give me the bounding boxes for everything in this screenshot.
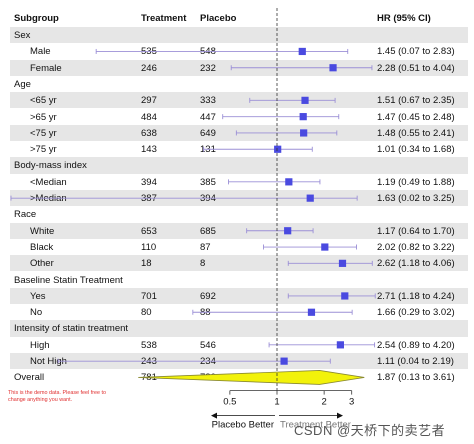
subgroup-label: No <box>30 307 43 319</box>
subgroup-label: >65 yr <box>30 111 57 123</box>
hr-point <box>298 47 306 56</box>
treatment-count: 484 <box>141 111 157 123</box>
hr-point <box>336 341 344 349</box>
row-band <box>10 92 468 109</box>
row-band <box>10 27 468 44</box>
subgroup-label: Black <box>30 241 54 253</box>
group-label: Sex <box>14 30 31 41</box>
hr-ci-text: 1.48 (0.55 to 2.41) <box>377 127 455 139</box>
treatment-count: 80 <box>141 307 152 319</box>
hr-point <box>307 308 316 316</box>
arrow-right-head <box>337 412 343 419</box>
subgroup-label: >75 yr <box>30 144 57 156</box>
hr-point <box>284 227 292 235</box>
demo-note: This is the demo data. Please feel free … <box>8 390 106 403</box>
row-band <box>10 222 468 239</box>
hr-ci-text: 2.62 (1.18 to 4.06) <box>377 258 455 270</box>
placebo-count: 447 <box>200 111 216 123</box>
hr-ci-text: 2.71 (1.18 to 4.24) <box>377 290 455 302</box>
hr-ci-text: 1.45 (0.07 to 2.83) <box>377 46 455 58</box>
hr-point <box>280 357 288 365</box>
row-band <box>10 320 468 337</box>
row-band <box>10 287 468 305</box>
hr-point <box>301 96 309 104</box>
hr-ci-text: 1.01 (0.34 to 1.68) <box>377 144 455 156</box>
subgroup-label: Not High <box>30 356 67 367</box>
overall-diamond <box>138 370 365 385</box>
treatment-count: 143 <box>141 144 157 156</box>
group-label: Intensity of statin treatment <box>14 323 129 335</box>
hr-point <box>274 145 282 153</box>
arrow-left-head <box>211 412 217 419</box>
group-label: Race <box>14 209 37 221</box>
header-treatment: Treatment <box>141 13 187 24</box>
subgroup-label: Male <box>30 46 51 58</box>
header-subgroup: Subgroup <box>14 13 59 24</box>
placebo-count: 649 <box>200 127 216 139</box>
row-band <box>10 255 468 272</box>
hr-ci-text: 1.17 (0.64 to 1.70) <box>377 225 455 237</box>
hr-point <box>329 64 337 72</box>
x-tick-label: 1 <box>274 397 279 408</box>
hr-ci-text: 1.63 (0.02 to 3.25) <box>377 193 455 204</box>
treatment-count: 18 <box>141 258 152 270</box>
subgroup-label: High <box>30 339 50 351</box>
treatment-count: 538 <box>141 339 157 351</box>
subgroup-label: <Median <box>30 176 67 188</box>
placebo-count: 385 <box>200 176 216 188</box>
hr-point <box>300 129 308 137</box>
hr-ci-text: 1.47 (0.45 to 2.48) <box>377 111 455 123</box>
treatment-count: 246 <box>141 62 157 74</box>
arrow-right-label: Treatment Better <box>280 420 351 431</box>
arrow-left-label: Placebo Better <box>212 420 274 431</box>
subgroup-label: Female <box>30 62 62 74</box>
watermark: CSDN @天桥下的卖艺者 <box>294 423 446 438</box>
group-label: Baseline Statin Treatment <box>14 274 123 286</box>
treatment-count: 701 <box>141 290 157 302</box>
hr-ci-text: 2.28 (0.51 to 4.04) <box>377 62 455 74</box>
x-tick-label: 2 <box>321 397 326 408</box>
treatment-count: 394 <box>141 176 157 188</box>
placebo-count: 8 <box>200 258 206 270</box>
treatment-count: 653 <box>141 225 157 237</box>
subgroup-label: Other <box>30 258 54 270</box>
x-tick-label: 0.5 <box>223 397 236 408</box>
placebo-count: 87 <box>200 241 211 253</box>
treatment-count: 638 <box>141 127 157 139</box>
overall-label: Overall <box>14 372 45 384</box>
subgroup-label: <65 yr <box>30 95 57 107</box>
subgroup-label: White <box>30 225 55 237</box>
placebo-count: 692 <box>200 290 216 302</box>
subgroup-label: <75 yr <box>30 127 57 139</box>
placebo-count: 685 <box>200 225 216 237</box>
hr-point <box>321 243 329 251</box>
header-placebo: Placebo <box>200 13 237 24</box>
placebo-count: 546 <box>200 339 216 351</box>
subgroup-label: Yes <box>30 290 46 302</box>
hr-point <box>285 178 293 186</box>
hr-point <box>341 292 349 300</box>
hr-ci-text: 1.19 (0.49 to 1.88) <box>377 176 455 188</box>
hr-ci-text: 1.51 (0.67 to 2.35) <box>377 95 455 107</box>
placebo-count: 333 <box>200 95 216 107</box>
group-label: Body-mass index <box>14 160 87 172</box>
row-band <box>10 157 468 174</box>
header-hr: HR (95% CI) <box>377 13 431 24</box>
placebo-count: 232 <box>200 62 216 74</box>
hr-ci-text: 1.87 (0.13 to 3.61) <box>377 372 455 384</box>
group-label: Age <box>14 78 31 90</box>
hr-point <box>338 259 347 267</box>
treatment-count: 297 <box>141 95 157 107</box>
hr-point <box>306 194 314 202</box>
hr-ci-text: 1.66 (0.29 to 3.02) <box>377 307 455 319</box>
hr-ci-text: 2.02 (0.82 to 3.22) <box>377 241 455 253</box>
hr-point <box>299 113 307 121</box>
x-tick-label: 3 <box>349 397 354 408</box>
hr-ci-text: 1.11 (0.04 to 2.19) <box>377 356 454 367</box>
hr-ci-text: 2.54 (0.89 to 4.20) <box>377 339 455 351</box>
treatment-count: 110 <box>141 241 157 253</box>
